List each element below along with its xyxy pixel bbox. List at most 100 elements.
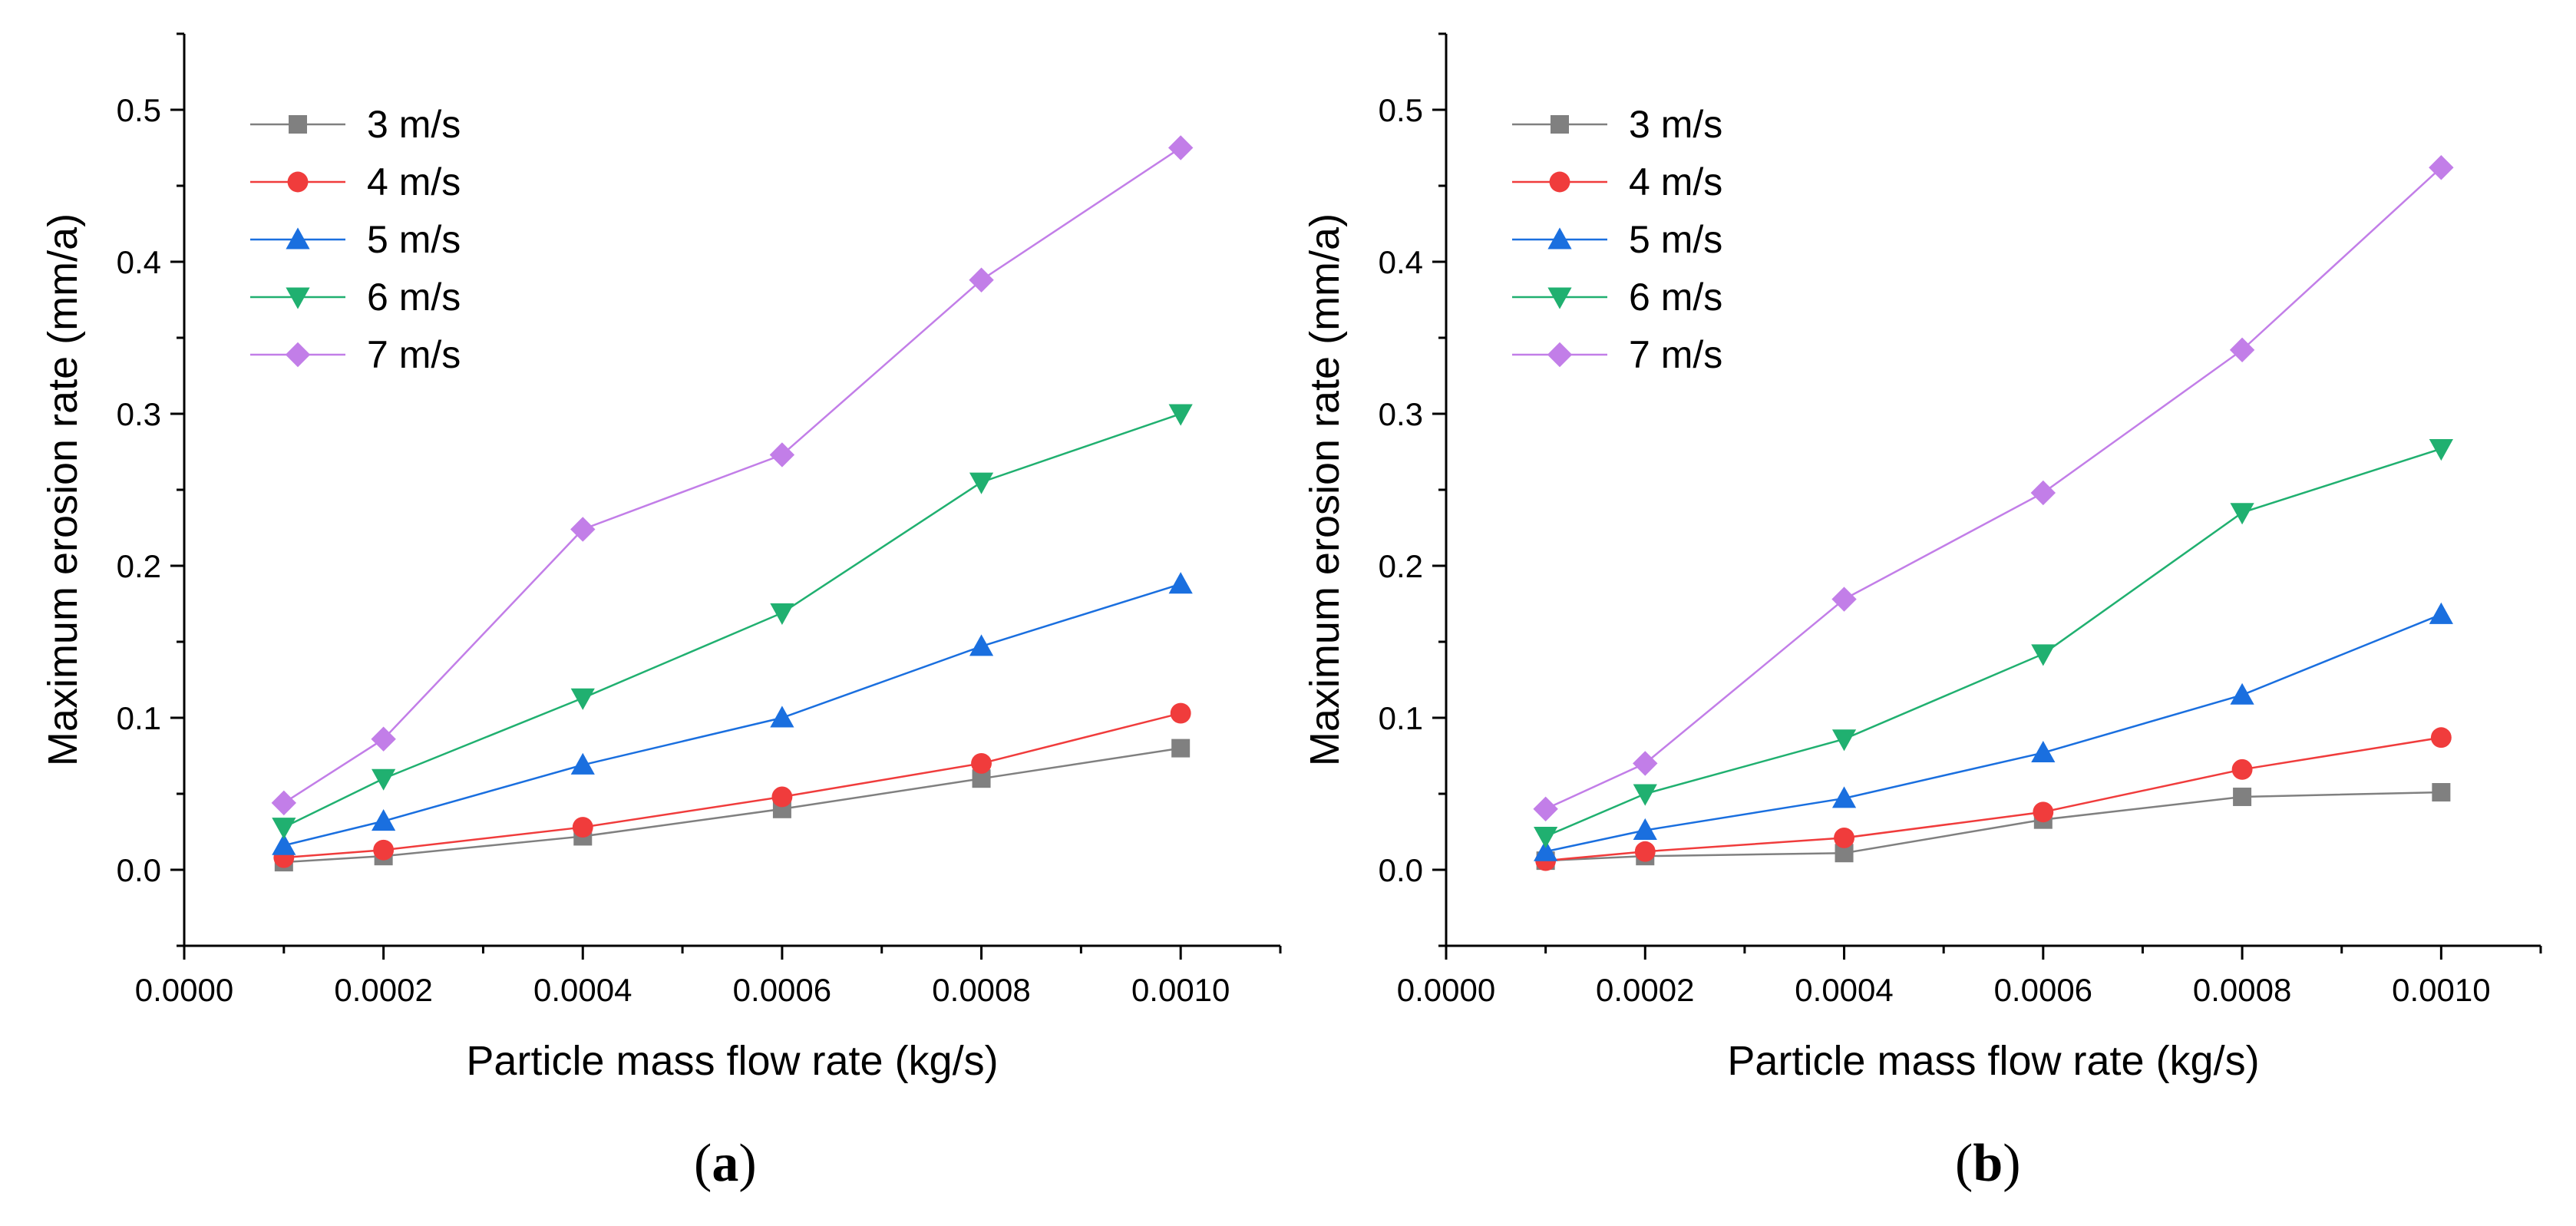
x-tick-label: 0.0002	[1596, 972, 1694, 1008]
y-tick-label: 0.4	[1379, 244, 1423, 280]
y-tick-label: 0.3	[1379, 396, 1423, 432]
legend-label: 4 m/s	[1629, 160, 1722, 203]
data-point	[2230, 503, 2254, 525]
legend-label: 6 m/s	[1629, 276, 1722, 319]
data-point	[2233, 787, 2252, 806]
x-tick-label: 0.0006	[733, 972, 831, 1008]
y-tick-label: 0.1	[117, 700, 161, 736]
panel-label-letter: a	[712, 1134, 738, 1193]
data-point	[771, 786, 793, 808]
data-point	[2231, 758, 2253, 780]
data-point	[1171, 739, 1191, 758]
x-axis-title: Particle mass flow rate (kg/s)	[466, 1038, 998, 1084]
series-line-4ms	[283, 712, 1181, 859]
data-point	[372, 768, 396, 791]
legend-label: 3 m/s	[367, 103, 461, 146]
legend-marker	[1551, 115, 1569, 134]
y-tick-label: 0.0	[1379, 852, 1423, 888]
legend-marker	[1547, 287, 1572, 309]
data-point	[2230, 682, 2254, 705]
panel-label: (b)	[1955, 1134, 2021, 1193]
data-point	[769, 442, 795, 468]
y-tick-label: 0.4	[117, 244, 161, 280]
data-point	[371, 726, 396, 752]
y-axis-title: Maximum erosion rate (mm/a)	[1302, 213, 1348, 766]
panel-label-close-paren: )	[738, 1134, 756, 1193]
data-point	[272, 833, 296, 855]
y-tick-label: 0.0	[117, 852, 161, 888]
data-point	[570, 517, 596, 542]
data-point	[1634, 841, 1656, 862]
data-point	[1831, 786, 1857, 808]
x-tick-label: 0.0008	[2193, 972, 2291, 1008]
legend-marker	[289, 115, 307, 134]
legend-label: 3 m/s	[1629, 103, 1722, 146]
series-line-7ms	[1545, 167, 2442, 810]
data-point	[372, 809, 396, 831]
data-point	[373, 839, 395, 861]
series-line-7ms	[283, 147, 1181, 804]
data-point	[969, 267, 994, 292]
x-tick-label: 0.0004	[1795, 972, 1893, 1008]
data-point	[2432, 783, 2451, 802]
data-point	[2031, 644, 2056, 666]
x-tick-label: 0.0006	[1994, 972, 2092, 1008]
legend-label: 5 m/s	[1629, 218, 1722, 261]
legend-marker	[285, 342, 311, 368]
series-line-5ms	[283, 583, 1181, 847]
data-point	[1167, 135, 1194, 160]
data-point	[969, 472, 994, 494]
legend-marker	[286, 227, 310, 249]
data-point	[271, 790, 297, 816]
data-point	[1834, 827, 1854, 848]
legend-label: 6 m/s	[367, 276, 461, 319]
series-line-5ms	[1545, 613, 2442, 853]
legend-label: 7 m/s	[1629, 333, 1722, 376]
data-point	[1170, 702, 1191, 724]
y-tick-label: 0.2	[1379, 548, 1423, 584]
panel-label-open-paren: (	[694, 1134, 712, 1193]
x-tick-label: 0.0000	[1397, 972, 1495, 1008]
data-point	[1633, 784, 1657, 806]
x-tick-label: 0.0010	[1131, 972, 1230, 1008]
legend-marker	[1547, 342, 1573, 368]
chart-panel-a: 0.0000 0.0002 0.0004 0.0006 0.0008 0.0010 0.0 0…	[40, 32, 1282, 1193]
data-point	[1831, 587, 1857, 612]
data-point	[2430, 727, 2452, 748]
series-line-6ms	[283, 412, 1181, 828]
panel-label-close-paren: )	[2003, 1134, 2020, 1193]
chart-panel-b: 0.0000 0.0002 0.0004 0.0006 0.0008 0.0010 0.0 0…	[1302, 32, 2542, 1193]
data-point	[1831, 729, 1857, 752]
series-line-3ms	[1545, 791, 2442, 862]
x-tick-label: 0.0002	[334, 972, 432, 1008]
data-point	[1533, 796, 1558, 821]
legend-marker	[286, 287, 310, 309]
x-tick-label: 0.0004	[533, 972, 632, 1008]
y-tick-label: 0.2	[117, 548, 161, 584]
data-point	[770, 603, 794, 625]
data-point	[2031, 740, 2056, 763]
legend-label: 4 m/s	[367, 160, 461, 203]
data-point	[1168, 404, 1193, 426]
legend-label: 7 m/s	[367, 333, 461, 376]
data-point	[969, 634, 994, 656]
data-point	[2429, 439, 2453, 461]
y-tick-label: 0.5	[117, 92, 161, 128]
data-point	[570, 688, 595, 710]
y-axis-title: Maximum erosion rate (mm/a)	[40, 213, 86, 766]
data-point	[1534, 826, 1558, 849]
legend-marker	[287, 171, 309, 193]
data-point	[2429, 155, 2454, 180]
series-line-4ms	[1545, 736, 2442, 862]
series-line-6ms	[1545, 448, 2442, 838]
data-point	[272, 818, 296, 840]
panel-label: (a)	[694, 1134, 757, 1193]
data-point	[572, 817, 593, 838]
data-point	[2030, 480, 2056, 506]
data-point	[1633, 818, 1657, 840]
data-point	[570, 752, 595, 775]
data-point	[2229, 337, 2255, 363]
x-tick-label: 0.0000	[135, 972, 233, 1008]
